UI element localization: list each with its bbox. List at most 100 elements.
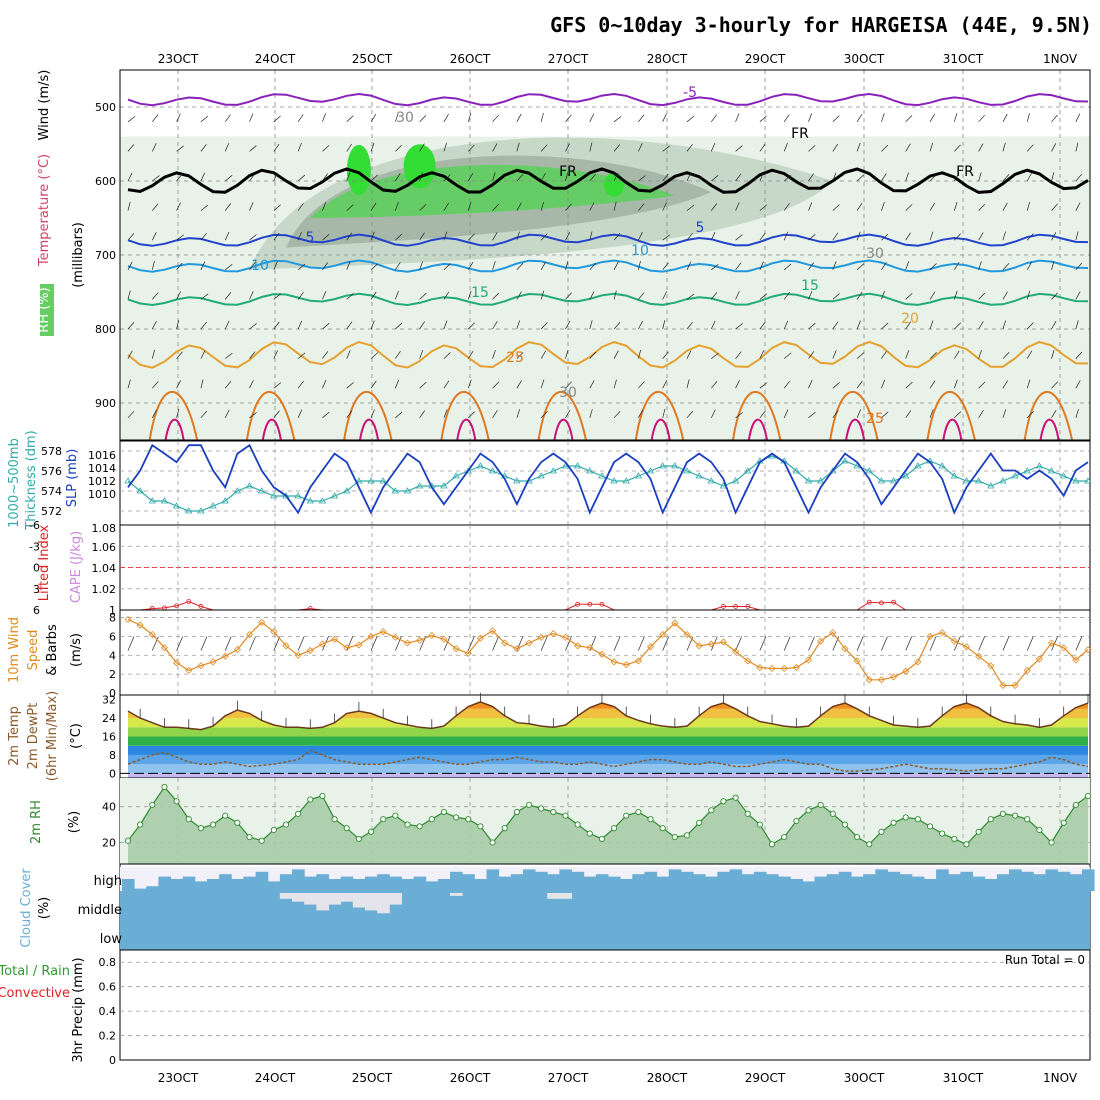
cloud-high-bar	[279, 874, 293, 891]
wind-barb	[322, 113, 326, 122]
wind-barb	[1075, 291, 1081, 300]
wind-barb	[370, 114, 377, 122]
wind-barb	[176, 351, 183, 359]
temp-band	[128, 764, 1088, 774]
thickness-point	[744, 467, 752, 474]
wind-barb	[249, 113, 254, 122]
wind-barb-10m	[346, 636, 354, 651]
rh-point	[210, 821, 217, 828]
cloud-high-bar	[1045, 869, 1059, 891]
wind-speed-line	[127, 618, 1089, 687]
wind-barb	[565, 232, 571, 241]
wind-barb-10m	[662, 636, 670, 651]
contour-30-loop	[552, 418, 575, 448]
wind-barb	[638, 143, 643, 152]
wind-barb-10m	[370, 636, 378, 651]
wind-barb	[808, 173, 814, 182]
wind-barb	[808, 411, 816, 419]
wind-barb	[322, 233, 330, 241]
wind-barb-10m	[200, 636, 208, 651]
wind-barb	[589, 291, 595, 300]
cloud-high-bar	[158, 876, 172, 891]
wind-barb	[686, 232, 693, 241]
wind-speed-point	[634, 657, 642, 665]
wind-speed-point	[719, 638, 728, 646]
wind-barb	[954, 233, 961, 241]
temp-label-3: (6hr Min/Max)	[45, 691, 60, 781]
rh-point	[562, 812, 569, 819]
wind-barb	[200, 232, 207, 241]
wind-barb	[881, 144, 889, 152]
wind-barb	[1026, 322, 1034, 330]
wind-barb-10m	[905, 636, 913, 651]
wind-barb	[322, 202, 327, 211]
wind-speed-point	[367, 632, 375, 640]
wind-barb	[249, 145, 257, 152]
cloud-high-bar	[486, 869, 500, 891]
wind-barb	[808, 290, 813, 300]
wind-barb	[638, 320, 643, 330]
wind-barb	[492, 232, 498, 241]
wind-barb	[516, 142, 520, 152]
wind-barb	[1002, 291, 1008, 300]
wind-barb	[249, 262, 256, 271]
rh-point	[161, 783, 168, 791]
wind-barb	[881, 411, 889, 419]
contour-25-loop	[633, 390, 686, 448]
date-label-bottom: 31OCT	[943, 1071, 984, 1085]
wind-barb	[200, 321, 207, 330]
thickness-point	[355, 477, 363, 484]
rh-point	[854, 834, 861, 841]
rh-axis-label: RH (%)	[37, 287, 52, 332]
wind-barb	[881, 233, 889, 241]
precip-tick: 0.2	[99, 1030, 117, 1043]
rh-point	[513, 808, 520, 816]
thickness-point	[513, 477, 521, 484]
thickness-point	[452, 472, 460, 479]
rh-point	[1024, 816, 1031, 823]
wind-barb	[127, 116, 136, 123]
wind-10m-panel-frame	[119, 609, 1091, 696]
wind-speed-point	[890, 673, 898, 681]
wind-barb	[224, 231, 230, 241]
temperature-contours	[127, 92, 1089, 448]
rh-point	[817, 801, 824, 808]
wind-barb	[152, 203, 159, 211]
wind-barb	[322, 379, 327, 389]
wind-barb	[395, 113, 399, 122]
wind-speed-point	[355, 641, 363, 649]
wind-speed-point	[744, 657, 752, 665]
rh-point	[708, 807, 715, 814]
cloud-high-bar	[547, 874, 560, 891]
rh-point	[987, 816, 994, 823]
wind-barb	[249, 202, 254, 211]
rh-area	[128, 787, 1088, 864]
cloud-mid-bar	[352, 893, 366, 908]
wind-barb	[978, 203, 986, 211]
wind-barb	[905, 172, 909, 182]
precip-total-label: Total / Rain	[0, 964, 70, 979]
wind-barb	[1002, 263, 1010, 271]
cloud-high-bar	[522, 869, 536, 891]
wind-barb	[759, 293, 768, 300]
wind-barb	[638, 349, 642, 359]
slp-line	[127, 443, 1089, 515]
wind-barb	[881, 113, 885, 122]
wind-barb	[565, 381, 572, 389]
wind-barb	[443, 320, 448, 330]
contour-25-loop	[730, 390, 783, 448]
wind-speed-point	[622, 661, 630, 669]
wind-barb-10m	[249, 636, 256, 651]
cloud-high-bar	[851, 876, 864, 891]
cloud-high-bar	[583, 876, 597, 891]
wind-barb	[224, 203, 231, 211]
wind-speed-point	[586, 644, 594, 652]
rh2m-label: 2m RH	[29, 800, 44, 844]
contour-label: FR	[791, 126, 809, 142]
lifted-index-point	[587, 601, 593, 607]
wind-speed-point	[501, 639, 509, 647]
wind-speed-point	[1084, 646, 1092, 654]
contour-25-loop	[536, 390, 589, 448]
wind-barb	[492, 261, 496, 270]
wind-speed-point	[853, 657, 861, 665]
